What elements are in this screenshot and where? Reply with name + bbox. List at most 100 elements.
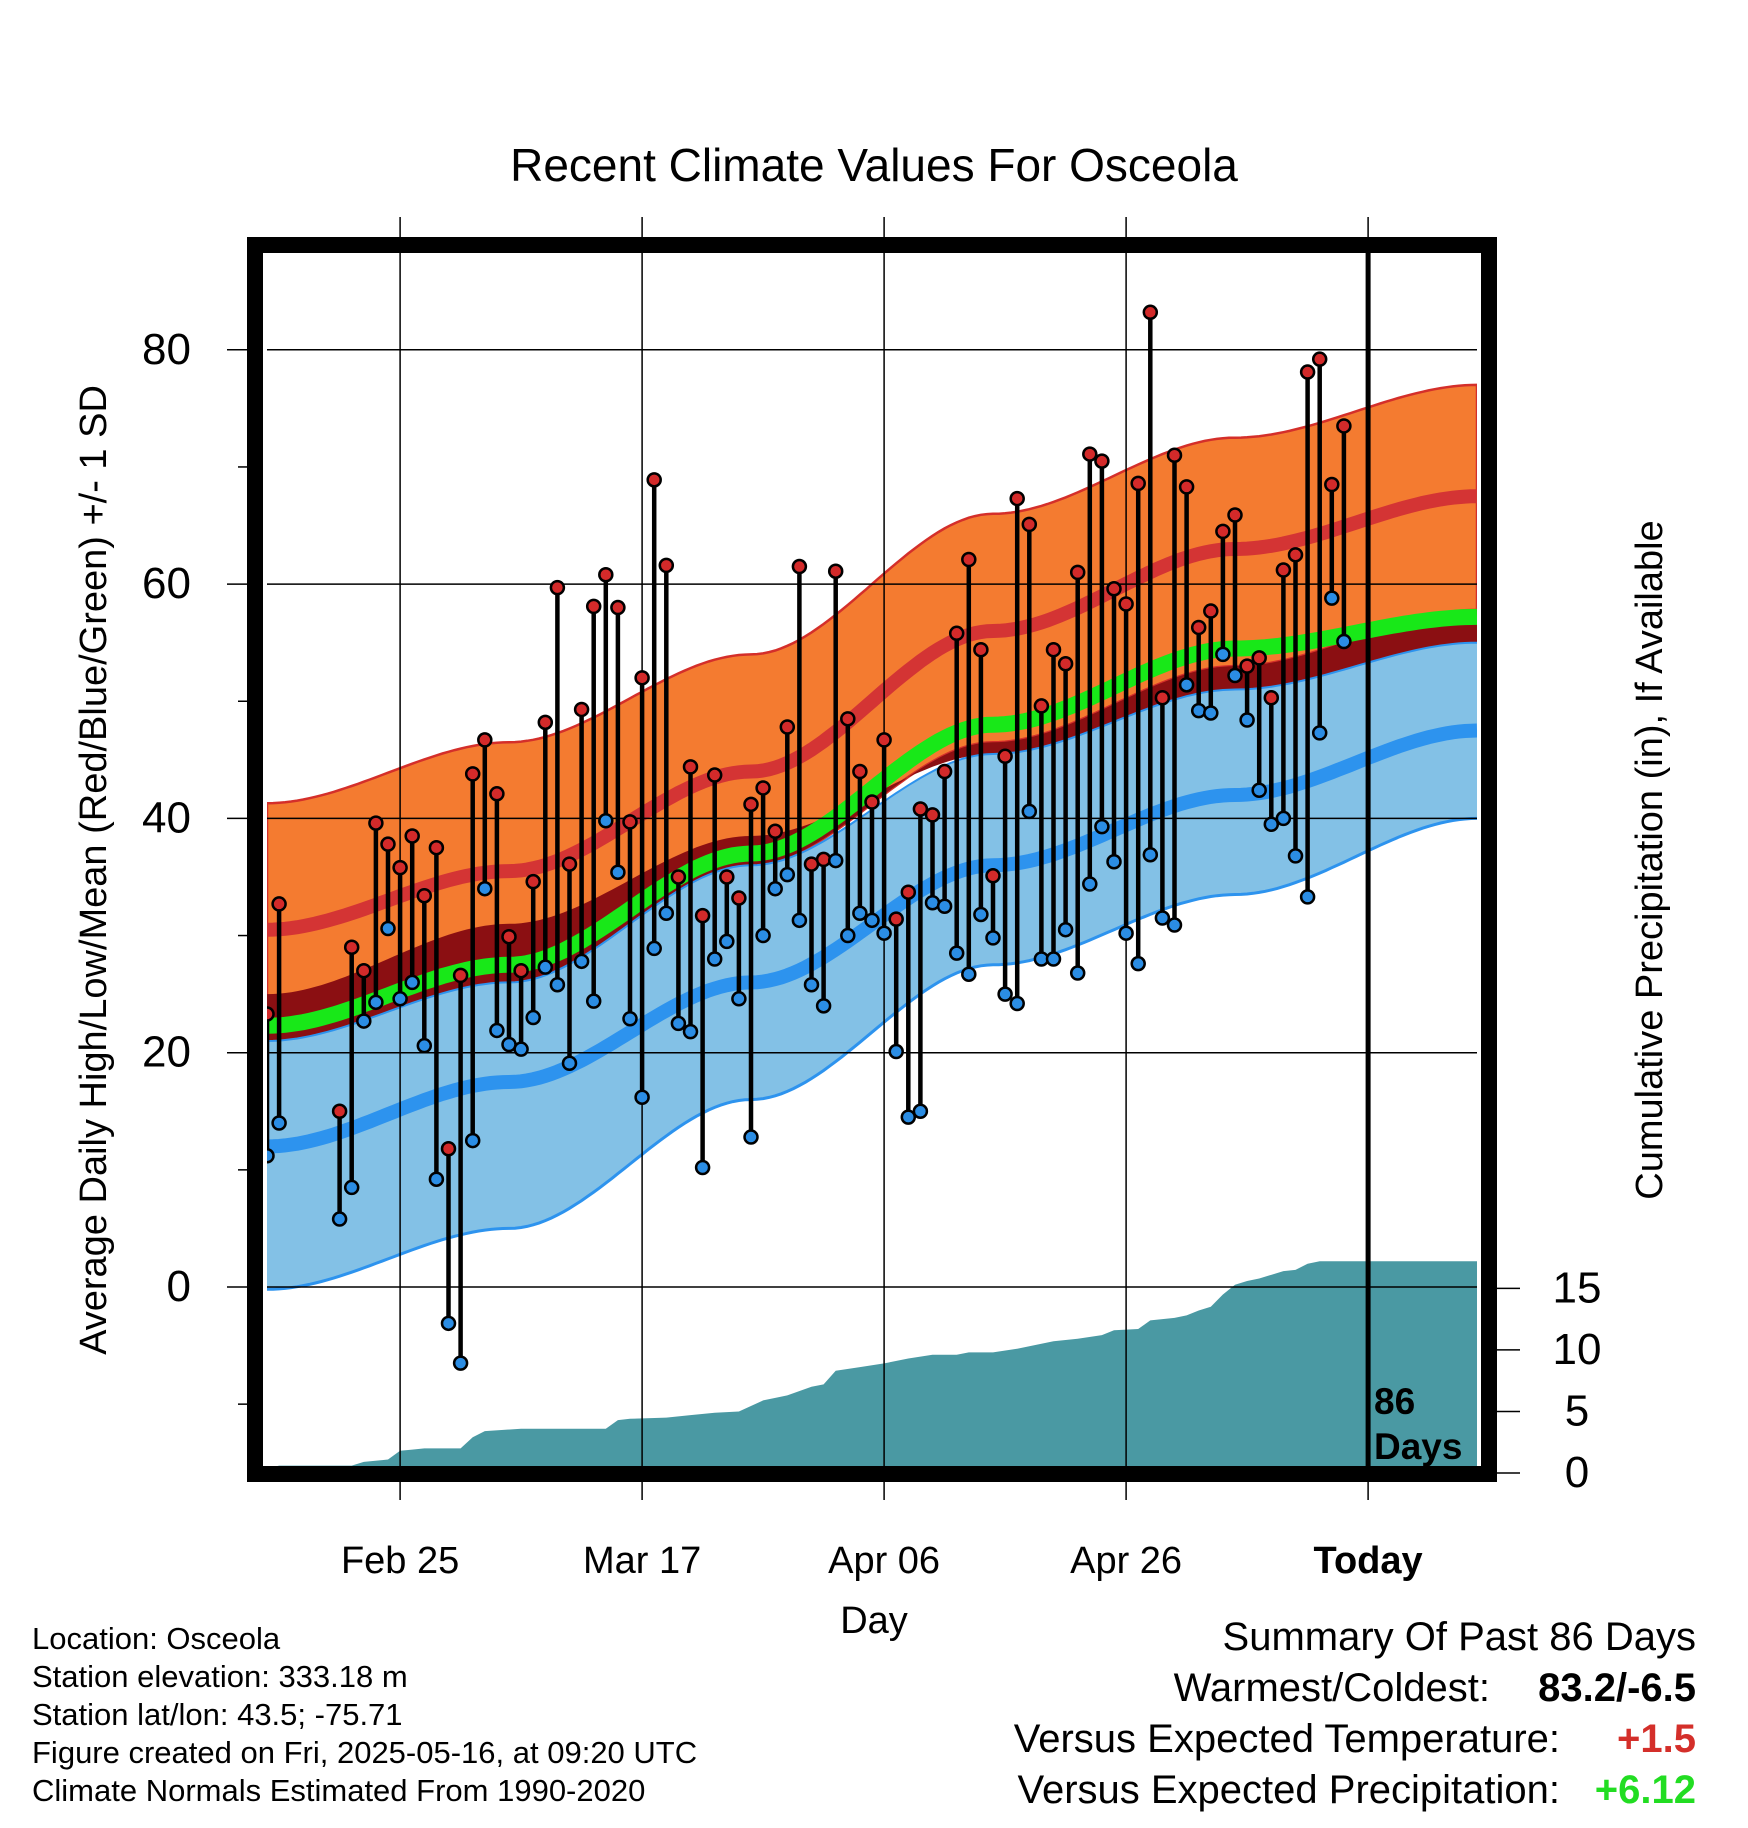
daily-high-point: [477, 732, 493, 748]
daily-low-point: [997, 986, 1013, 1002]
temp-value: +1.5: [1617, 1717, 1696, 1761]
daily-low-point: [1251, 782, 1267, 799]
daily-high-point: [561, 856, 578, 872]
daily-low-point: [1299, 889, 1316, 905]
daily-high-point: [440, 1141, 457, 1157]
daily-low-point: [1215, 646, 1231, 663]
daily-high-point: [670, 869, 687, 885]
daily-low-point: [803, 977, 820, 993]
daily-high-point: [368, 815, 384, 831]
daily-low-point: [440, 1315, 457, 1332]
daily-low-point: [1287, 848, 1304, 864]
daily-low-point: [392, 991, 408, 1007]
daily-high-point: [513, 962, 529, 979]
daily-high-point: [573, 701, 590, 718]
y2-tick-label: 10: [1553, 1325, 1602, 1374]
daily-low-point: [428, 1171, 445, 1187]
y2-tick-label: 5: [1565, 1386, 1589, 1435]
daily-high-point: [1045, 641, 1062, 658]
daily-low-point: [743, 1129, 759, 1145]
daily-high-point: [1227, 507, 1243, 523]
daily-low-point: [1324, 590, 1340, 606]
daily-high-point: [1057, 656, 1074, 672]
x-tick-label: Mar 17: [583, 1540, 701, 1582]
daily-low-point: [912, 1103, 929, 1120]
daily-high-point: [791, 558, 808, 575]
daily-high-point: [331, 1103, 348, 1120]
daily-high-point: [537, 714, 554, 731]
daily-high-point: [1130, 475, 1146, 492]
precipitation-area: [267, 1261, 1477, 1474]
daily-low-point: [1275, 810, 1292, 827]
daily-high-point: [1311, 351, 1328, 367]
daily-high-point: [1203, 603, 1219, 619]
daily-high-point: [585, 598, 602, 615]
daily-high-point: [1069, 564, 1086, 581]
daily-low-point: [1045, 951, 1062, 967]
daily-low-point: [331, 1211, 348, 1227]
daily-low-point: [525, 1009, 541, 1026]
daily-low-point: [1203, 705, 1219, 721]
daily-high-point: [1190, 619, 1207, 636]
summary: Summary Of Past 86 Days Warmest/Coldest:…: [1014, 1612, 1696, 1816]
daily-high-point: [428, 839, 445, 856]
daily-low-point: [961, 966, 977, 982]
daily-high-point: [622, 814, 638, 830]
created-text: Figure created on Fri, 2025-05-16, at 09…: [32, 1735, 698, 1770]
daily-high-point: [706, 767, 723, 783]
daily-high-point: [1166, 447, 1183, 463]
daily-low-point: [1082, 876, 1098, 892]
daily-high-point: [827, 563, 844, 579]
daily-low-point: [271, 1115, 287, 1131]
daily-low-point: [537, 959, 554, 975]
daily-high-point: [924, 807, 941, 823]
daily-low-point: [1178, 677, 1195, 693]
y-tick-label: 0: [167, 1262, 191, 1311]
daily-low-point: [694, 1159, 711, 1176]
daily-low-point: [706, 951, 723, 967]
daily-low-point: [840, 927, 856, 944]
daily-low-point: [1118, 925, 1134, 941]
daily-high-point: [1118, 596, 1134, 612]
daily-low-point: [1069, 965, 1086, 981]
x-tick-label: Apr 06: [828, 1540, 940, 1582]
daily-high-point: [888, 911, 904, 927]
daily-high-point: [1275, 562, 1292, 578]
daily-low-point: [1190, 702, 1207, 719]
daily-low-point: [1311, 725, 1328, 741]
daily-low-point: [343, 1179, 360, 1196]
elevation-text: Station elevation: 333.18 m: [32, 1659, 408, 1694]
daily-low-point: [779, 866, 796, 883]
daily-high-point: [404, 828, 420, 844]
daily-low-point: [585, 993, 602, 1009]
daily-low-point: [477, 880, 493, 897]
daily-high-point: [1251, 650, 1267, 666]
daily-high-point: [525, 873, 541, 890]
daily-low-point: [646, 940, 662, 957]
location-text: Location: Osceola: [32, 1621, 281, 1656]
daily-high-point: [452, 967, 469, 984]
daily-high-point: [392, 859, 408, 876]
daily-high-point: [549, 579, 566, 596]
y2-axis-label: Cumulative Precipitation (in), If Availa…: [1629, 520, 1671, 1199]
days-label-unit: Days: [1374, 1426, 1462, 1467]
warm-cold-label: Warmest/Coldest:: [1173, 1666, 1490, 1710]
x-tick-label: Feb 25: [341, 1540, 459, 1582]
daily-high-point: [343, 939, 360, 956]
daily-low-point: [513, 1041, 529, 1057]
temp-label: Versus Expected Temperature:: [1013, 1717, 1560, 1761]
daily-high-point: [1033, 698, 1050, 714]
daily-low-point: [404, 974, 420, 991]
summary-title: Summary Of Past 86 Days: [1222, 1615, 1696, 1659]
daily-low-point: [1106, 853, 1122, 870]
daily-low-point: [1009, 995, 1025, 1012]
daily-low-point: [380, 920, 396, 937]
summary-temp-row: Versus Expected Temperature: +1.5: [1014, 1714, 1696, 1765]
y2-tick-label: 15: [1553, 1263, 1602, 1312]
x-tick-label: Today: [1314, 1540, 1423, 1582]
daily-high-point: [936, 763, 953, 780]
daily-low-point: [985, 930, 1001, 946]
daily-high-point: [840, 711, 856, 727]
daily-low-point: [670, 1015, 687, 1032]
